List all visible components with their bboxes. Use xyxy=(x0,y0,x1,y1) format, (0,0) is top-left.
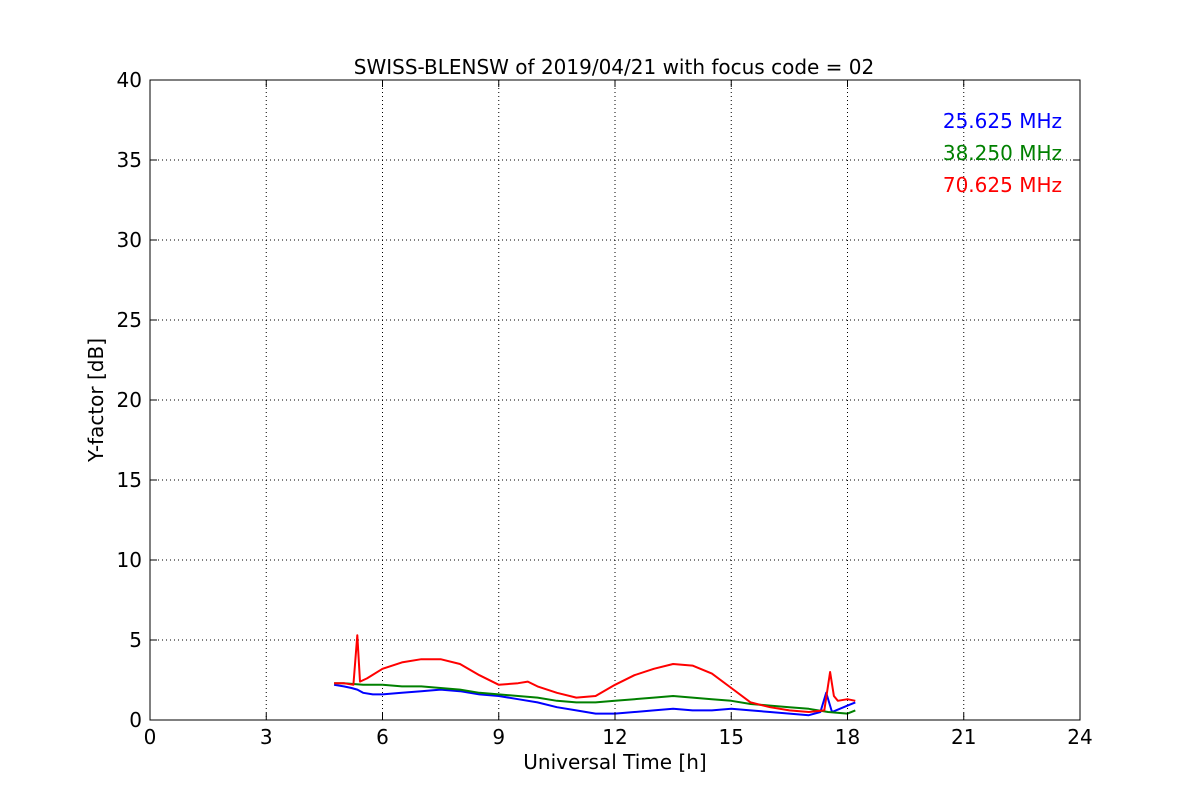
x-tick-label: 18 xyxy=(835,725,860,749)
y-tick-label: 40 xyxy=(117,68,142,92)
chart-title: SWISS-BLENSW of 2019/04/21 with focus co… xyxy=(354,55,875,79)
series-line-2 xyxy=(334,634,856,713)
x-tick-label: 6 xyxy=(376,725,389,749)
x-tick-label: 0 xyxy=(144,725,157,749)
y-tick-label: 35 xyxy=(117,148,142,172)
x-tick-label: 15 xyxy=(719,725,744,749)
grid xyxy=(150,80,1080,720)
legend-entry: 70.625 MHz xyxy=(943,173,1062,197)
x-tick-label: 9 xyxy=(492,725,505,749)
x-tick-labels: 0 3 6 9 12 15 18 21 24 xyxy=(144,725,1093,749)
plot-area xyxy=(333,634,856,717)
x-tick-label: 12 xyxy=(602,725,627,749)
y-tick-label: 20 xyxy=(117,388,142,412)
y-tick-label: 0 xyxy=(129,708,142,732)
axis-ticks xyxy=(149,79,1081,721)
legend-entry: 25.625 MHz xyxy=(943,109,1062,133)
y-tick-label: 25 xyxy=(117,308,142,332)
y-tick-label: 10 xyxy=(117,548,142,572)
x-tick-label: 21 xyxy=(951,725,976,749)
series-line-0 xyxy=(333,683,856,717)
x-tick-label: 24 xyxy=(1067,725,1092,749)
y-tick-label: 5 xyxy=(129,628,142,652)
legend-entry: 38.250 MHz xyxy=(943,141,1062,165)
y-tick-label: 30 xyxy=(117,228,142,252)
legend: 25.625 MHz 38.250 MHz 70.625 MHz xyxy=(943,109,1062,197)
y-axis-label: Y-factor [dB] xyxy=(84,338,108,463)
series-line-1 xyxy=(334,682,856,715)
x-axis-label: Universal Time [h] xyxy=(523,750,706,774)
y-tick-labels: 0 5 10 15 20 25 30 35 40 xyxy=(117,68,142,732)
y-tick-label: 15 xyxy=(117,468,142,492)
x-tick-label: 3 xyxy=(260,725,273,749)
